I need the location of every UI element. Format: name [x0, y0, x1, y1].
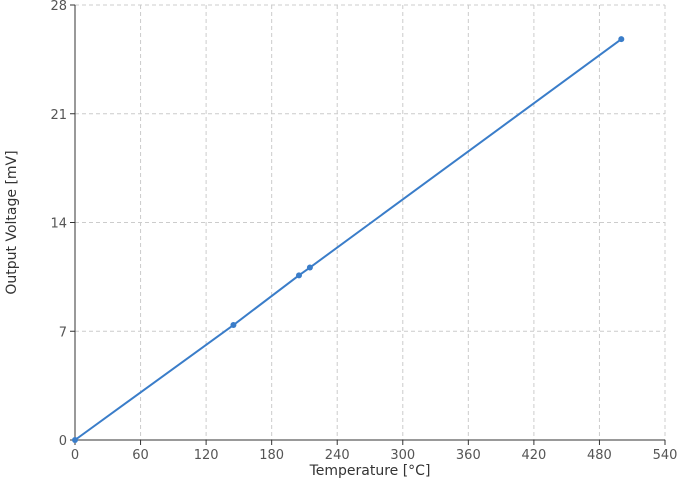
- x-tick-label: 180: [259, 448, 284, 463]
- series-line: [74, 38, 623, 441]
- data-point: [618, 36, 625, 43]
- y-tick-label: 21: [50, 108, 67, 123]
- data-point: [306, 264, 313, 271]
- y-tick-label: 0: [59, 434, 67, 449]
- x-axis-ticks: 0 60 120 180 240 300 360 420 480 540: [71, 440, 678, 463]
- data-point: [230, 322, 237, 329]
- y-axis-ticks: 0 7 14 21 28: [50, 0, 75, 449]
- x-tick-label: 0: [71, 448, 79, 463]
- x-tick-label: 120: [194, 448, 219, 463]
- grid: [75, 4, 666, 440]
- x-tick-label: 240: [325, 448, 350, 463]
- series: [72, 36, 625, 443]
- x-axis-title: Temperature [°C]: [309, 463, 431, 479]
- x-tick-label: 60: [132, 448, 149, 463]
- x-tick-label: 360: [456, 448, 481, 463]
- y-axis-title: Output Voltage [mV]: [4, 150, 20, 294]
- x-tick-label: 540: [653, 448, 678, 463]
- x-tick-label: 420: [521, 448, 546, 463]
- data-point: [295, 272, 302, 279]
- data-point: [72, 437, 78, 443]
- y-tick-label: 7: [59, 325, 67, 340]
- x-tick-label: 300: [390, 448, 415, 463]
- y-tick-label: 14: [50, 217, 67, 232]
- y-tick-label: 28: [50, 0, 67, 14]
- x-tick-label: 480: [587, 448, 612, 463]
